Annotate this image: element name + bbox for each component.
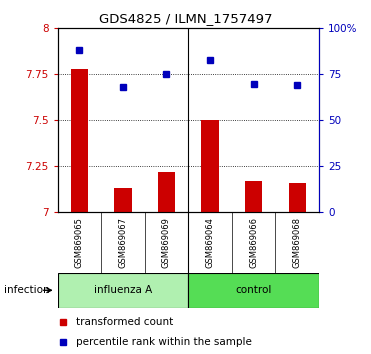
Bar — [289, 183, 306, 212]
Bar — [58, 273, 188, 308]
Bar — [114, 188, 132, 212]
Text: GDS4825 / ILMN_1757497: GDS4825 / ILMN_1757497 — [99, 12, 272, 25]
Text: GSM869067: GSM869067 — [118, 217, 127, 268]
Text: GSM869068: GSM869068 — [293, 217, 302, 268]
Bar — [70, 69, 88, 212]
Text: influenza A: influenza A — [94, 285, 152, 295]
Text: GSM869065: GSM869065 — [75, 217, 84, 268]
Text: GSM869064: GSM869064 — [206, 217, 214, 268]
Text: control: control — [236, 285, 272, 295]
Text: infection: infection — [4, 285, 49, 295]
Bar — [188, 273, 319, 308]
Bar — [158, 172, 175, 212]
Text: percentile rank within the sample: percentile rank within the sample — [76, 337, 252, 348]
Text: transformed count: transformed count — [76, 317, 173, 327]
Text: GSM869066: GSM869066 — [249, 217, 258, 268]
Bar — [245, 181, 262, 212]
Bar — [201, 120, 219, 212]
Text: GSM869069: GSM869069 — [162, 217, 171, 268]
